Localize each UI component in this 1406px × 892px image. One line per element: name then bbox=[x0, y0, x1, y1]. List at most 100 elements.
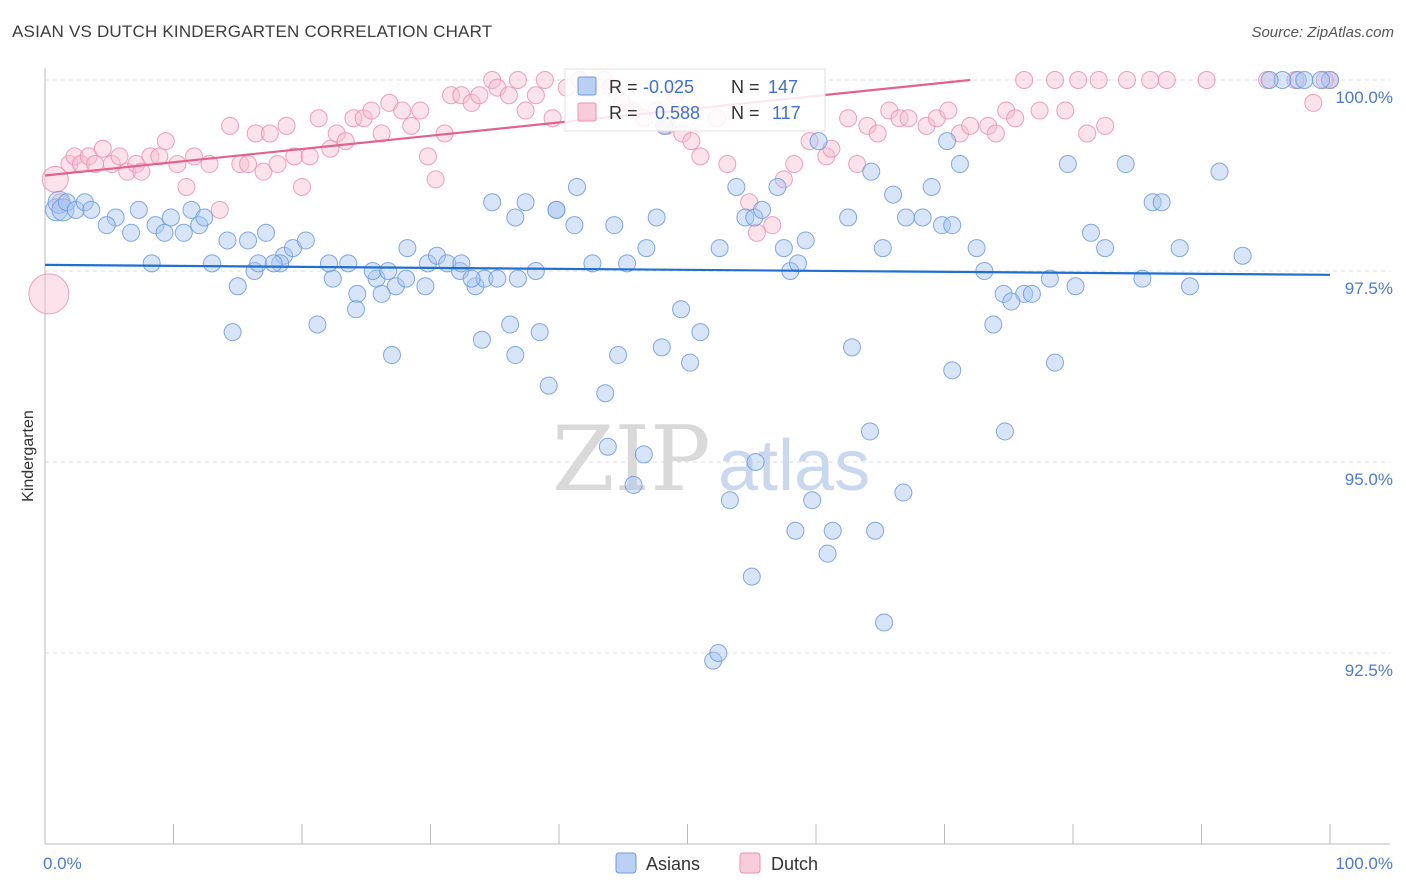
asians-point bbox=[472, 330, 491, 349]
asians-point bbox=[742, 567, 761, 586]
dutch-point bbox=[535, 71, 554, 89]
asians-point bbox=[57, 193, 76, 212]
asians-point bbox=[768, 177, 787, 196]
asians-trend-line bbox=[44, 263, 1331, 276]
asians-point bbox=[308, 315, 327, 334]
asians-point bbox=[475, 269, 494, 288]
asians-point bbox=[75, 193, 94, 212]
dutch-point bbox=[300, 147, 319, 166]
asians-point bbox=[624, 475, 643, 494]
asians-point bbox=[975, 262, 994, 280]
asians-point bbox=[82, 200, 101, 219]
asians-point bbox=[346, 300, 365, 319]
dutch-point bbox=[848, 155, 867, 174]
dutch-point bbox=[393, 101, 412, 120]
asians-point bbox=[1081, 223, 1100, 242]
asians-point bbox=[745, 208, 764, 227]
dutch-point bbox=[763, 216, 782, 235]
asians-point bbox=[142, 254, 161, 273]
dutch-stat-swatch bbox=[577, 102, 597, 122]
dutch-point bbox=[774, 170, 793, 189]
asians-point bbox=[416, 277, 435, 296]
legend-swatch-dutch bbox=[739, 852, 761, 874]
asians-point bbox=[1002, 292, 1021, 311]
dutch-point bbox=[285, 147, 304, 166]
asians-r-label: R = bbox=[609, 77, 638, 97]
dutch-point bbox=[93, 139, 112, 158]
asians-point bbox=[539, 376, 558, 395]
dutch-r-label: R = bbox=[609, 103, 638, 123]
stats-box: R = -0.025 N = 147 R = 0.588 N = 117 bbox=[564, 68, 826, 132]
dutch-point bbox=[470, 86, 489, 105]
asians-point bbox=[239, 231, 258, 250]
asians-point bbox=[508, 269, 527, 288]
asians-point bbox=[372, 284, 391, 303]
dutch-point bbox=[452, 86, 471, 105]
asians-point bbox=[386, 277, 405, 296]
asians-point bbox=[1288, 71, 1307, 89]
asians-point bbox=[803, 491, 822, 510]
watermark-atlas: atlas bbox=[718, 426, 870, 506]
dutch-point bbox=[321, 139, 340, 158]
asians-point bbox=[66, 200, 85, 219]
asians-point bbox=[249, 254, 268, 273]
dutch-point bbox=[858, 116, 877, 135]
dutch-point bbox=[1030, 101, 1049, 120]
dutch-point bbox=[785, 155, 804, 174]
asians-point bbox=[652, 338, 671, 357]
asians-point bbox=[598, 437, 617, 456]
dutch-point bbox=[997, 101, 1016, 120]
dutch-point bbox=[210, 200, 229, 219]
asians-point bbox=[943, 216, 962, 235]
asians-point bbox=[1170, 239, 1189, 258]
asians-point bbox=[809, 132, 828, 151]
dutch-point bbox=[682, 132, 701, 151]
asians-point bbox=[637, 239, 656, 258]
legend-label-dutch: Dutch bbox=[771, 854, 818, 874]
asians-point bbox=[710, 239, 729, 258]
dutch-point bbox=[309, 109, 328, 128]
y-tick-label: 92.5% bbox=[1345, 661, 1393, 680]
dutch-point bbox=[426, 170, 445, 189]
asians-point bbox=[1040, 269, 1059, 288]
dutch-point bbox=[110, 147, 129, 166]
asians-point bbox=[720, 491, 739, 510]
dutch-point bbox=[499, 86, 518, 105]
y-axis-labels: 92.5% 95.0% 97.5% 100.0% bbox=[1335, 88, 1393, 680]
dutch-point bbox=[327, 124, 346, 143]
asians-point bbox=[596, 384, 615, 403]
x-tick-label-min: 0.0% bbox=[43, 854, 82, 873]
asians-point bbox=[155, 223, 174, 242]
dutch-point bbox=[411, 101, 430, 120]
dutch-point bbox=[1197, 71, 1216, 89]
stats-box-frame bbox=[564, 68, 826, 132]
asians-point bbox=[257, 223, 276, 242]
asians-point bbox=[862, 162, 881, 181]
asians-point bbox=[860, 422, 879, 441]
asians-point bbox=[691, 323, 710, 342]
asians-point bbox=[943, 361, 962, 380]
asians-point bbox=[526, 262, 545, 280]
asians-point bbox=[875, 613, 894, 632]
dutch-point bbox=[354, 109, 373, 128]
asians-point bbox=[950, 155, 969, 174]
asians-point bbox=[223, 323, 242, 342]
x-tick-label-max: 100.0% bbox=[1335, 854, 1393, 873]
dutch-point bbox=[1117, 71, 1136, 89]
watermark-zip: ZIP bbox=[552, 407, 711, 512]
asians-point bbox=[1058, 155, 1077, 174]
dutch-point bbox=[899, 109, 918, 128]
asians-point bbox=[379, 262, 398, 280]
asians-point bbox=[228, 277, 247, 296]
asians-point bbox=[609, 346, 628, 365]
asians-point bbox=[984, 315, 1003, 334]
asians-point bbox=[203, 254, 222, 273]
asians-point bbox=[323, 269, 342, 288]
asians-point bbox=[174, 223, 193, 242]
asians-point bbox=[218, 231, 237, 250]
asians-point bbox=[106, 208, 125, 227]
dutch-point bbox=[462, 93, 481, 112]
dutch-point bbox=[418, 147, 437, 166]
dutch-point bbox=[718, 155, 737, 174]
